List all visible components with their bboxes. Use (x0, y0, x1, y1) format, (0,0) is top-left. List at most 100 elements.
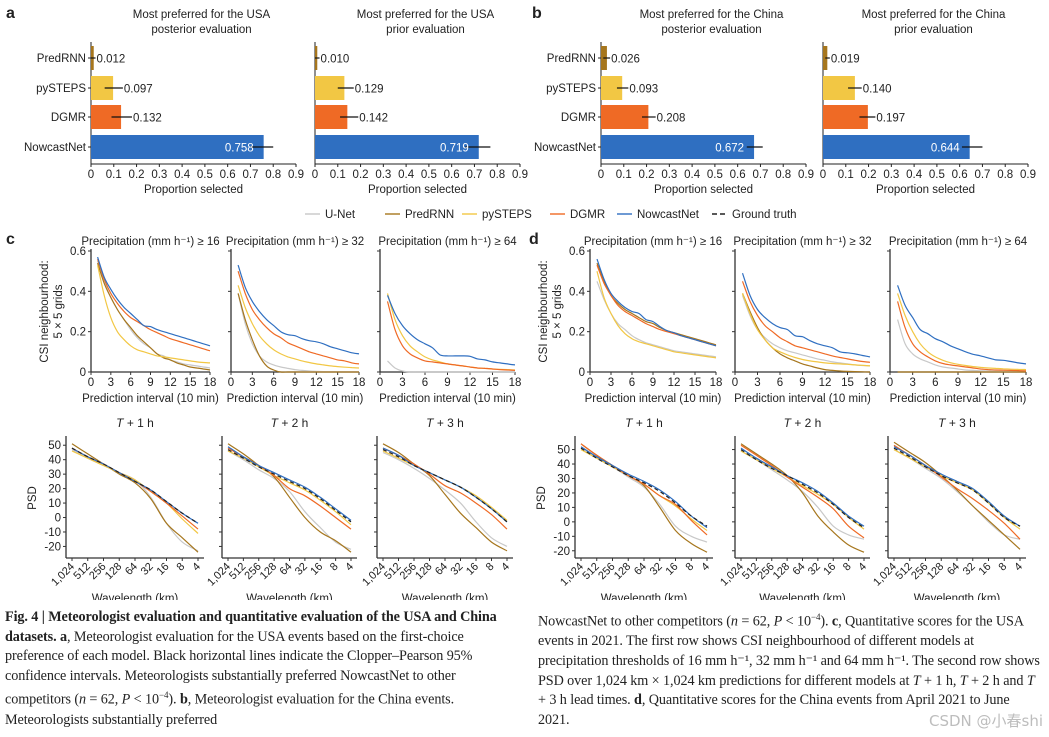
chart-title: Precipitation (mm h⁻¹) ≥ 32 (733, 236, 871, 248)
x-tick-label: 15 (486, 377, 499, 389)
x-tick-label: 6 (629, 377, 635, 389)
chart-title: Precipitation (mm h⁻¹) ≥ 64 (378, 236, 517, 248)
chart-title: Most preferred for the USA (133, 9, 271, 21)
series-line-dgmr (386, 301, 516, 371)
bar-nowcastnet (91, 135, 264, 159)
x-tick-label: 0.5 (421, 169, 437, 181)
series-line-predrnn (237, 293, 359, 373)
series-line-nowcastnet (237, 264, 360, 355)
x-axis-label: Wavelength (km) (759, 593, 846, 600)
series-line-predrnn (893, 441, 1021, 550)
x-tick-label: 0.8 (997, 169, 1013, 181)
caption-text-b: , Meteorologist evaluation for the China… (5, 692, 455, 728)
caption-stat-n: n (78, 692, 86, 709)
series-line-pysteps (740, 450, 865, 530)
x-tick-label: 18 (1020, 377, 1033, 389)
x-tick-label: 0 (820, 169, 826, 181)
bar-chart-a-prior: Most preferred for the USA prior evaluati… (312, 9, 528, 196)
x-tick-label: 0.3 (151, 169, 167, 181)
series-line-nowcastnet (386, 295, 516, 366)
x-tick-label: 3 (399, 377, 405, 389)
bar-value-label: 0.719 (440, 143, 469, 155)
y-tick-label: 0 (55, 513, 61, 525)
y-axis-label: PSD (27, 486, 39, 510)
x-tick-label: 9 (444, 377, 450, 389)
caption-stat-exp: −4 (810, 612, 821, 622)
chart-title: T + 3 h (938, 416, 976, 430)
bar-value-label: 0.672 (715, 143, 744, 155)
panel-label-d: d (529, 231, 539, 248)
panel-label-a: a (6, 5, 15, 22)
line-chart-c-csi-64: Precipitation (mm h⁻¹) ≥ 64 0 3 6 9 12 15 18 Pre… (377, 236, 522, 405)
series-line-pysteps (741, 293, 871, 367)
x-tick-label: 12 (974, 377, 987, 389)
series-line-nowcastnet (740, 447, 865, 527)
x-tick-label: 128 (771, 561, 792, 582)
caption-text-c: , Quantitative scores for the USA events… (538, 613, 1040, 689)
legend-label: U-Net (325, 209, 356, 221)
x-tick-label: 0.6 (730, 169, 746, 181)
bar-value-label: 0.097 (124, 84, 153, 96)
y-tick-label: 0.2 (569, 327, 585, 339)
panel-label-b: b (532, 5, 542, 22)
x-tick-label: 3 (249, 377, 255, 389)
series-line-nowcastnet (97, 256, 211, 347)
x-tick-label: 9 (147, 377, 153, 389)
x-tick-label: 0.1 (838, 169, 854, 181)
chart-title: T + 1 h (625, 416, 663, 430)
y-axis-label: 5 × 5 grids (53, 284, 65, 338)
caption-left: Fig. 4 | Meteorologist evaluation and qu… (5, 608, 510, 730)
series-line-u-net (97, 260, 211, 369)
caption-stat-text: = 62, (85, 692, 122, 709)
x-tick-label: 0.4 (684, 169, 701, 181)
bar-value-label: 0.758 (225, 143, 254, 155)
chart-title-t: T (938, 416, 947, 430)
category-label: DGMR (51, 112, 86, 124)
chart-title-rest: + 3 h (945, 416, 975, 430)
x-tick-label: 0.9 (1020, 169, 1036, 181)
chart-title-t: T (625, 416, 634, 430)
bar-nowcastnet (823, 135, 970, 159)
y-tick-label: 10 (557, 502, 570, 514)
x-tick-label: 4 (1012, 561, 1025, 574)
chart-title: T + 2 h (271, 416, 309, 430)
y-tick-label: 40 (48, 455, 61, 467)
y-tick-label: 0.6 (569, 246, 585, 258)
x-tick-label: 0 (587, 377, 593, 389)
series-line-ground-truth (71, 447, 199, 524)
category-label: NowcastNet (534, 142, 597, 154)
series-line-pysteps (237, 285, 360, 369)
line-chart-d-csi-16: Precipitation (mm h⁻¹) ≥ 16 0 0.2 0.4 0.6 0 3 6… (538, 236, 722, 405)
x-tick-label: 16 (976, 561, 993, 578)
series-line-pysteps (386, 293, 516, 371)
x-tick-label: 0 (88, 377, 94, 389)
x-tick-label: 0.3 (661, 169, 677, 181)
x-tick-label: 15 (841, 377, 854, 389)
series-line-predrnn (97, 262, 211, 371)
x-tick-label: 16 (154, 561, 171, 578)
series-line-predrnn (227, 443, 352, 553)
x-tick-label: 0 (88, 169, 94, 181)
x-axis-label: Proportion selected (368, 184, 467, 196)
caption-stat-text: < 10 (782, 613, 811, 630)
series-line-nowcastnet (227, 446, 352, 521)
x-tick-label: 16 (821, 561, 838, 578)
chart-title: Precipitation (mm h⁻¹) ≥ 64 (889, 236, 1028, 248)
series-line-dgmr (580, 443, 708, 536)
x-axis-label: Wavelength (km) (402, 593, 489, 600)
x-tick-label: 9 (650, 377, 656, 389)
bar-value-label: 0.026 (611, 54, 640, 66)
x-tick-label: 4 (499, 561, 512, 574)
category-label: PredRNN (37, 53, 86, 65)
x-tick-label: 16 (464, 561, 481, 578)
x-axis-label: Proportion selected (876, 184, 975, 196)
series-line-ground-truth (580, 447, 708, 527)
x-axis-label: Prediction interval (10 min) (734, 393, 871, 405)
chart-title-t: T (784, 416, 793, 430)
legend-label: DGMR (570, 209, 605, 221)
series-line-ground-truth (740, 449, 865, 529)
x-tick-label: 0.8 (489, 169, 505, 181)
chart-title-rest: + 3 h (433, 416, 463, 430)
x-tick-label: 4 (190, 561, 203, 574)
